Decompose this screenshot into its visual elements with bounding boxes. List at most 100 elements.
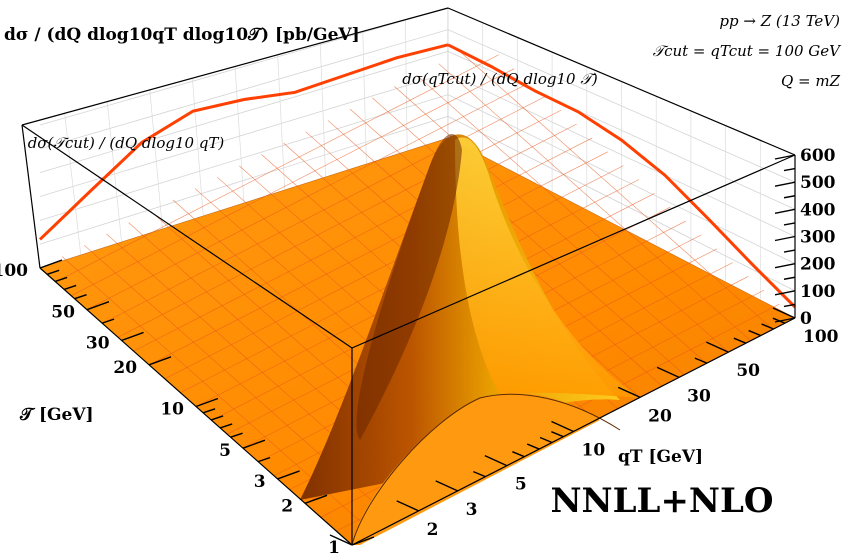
qt-axis-tick bbox=[706, 341, 729, 353]
z-axis-tick bbox=[774, 317, 796, 323]
z-axis-minor-tick bbox=[783, 249, 796, 253]
ridge-dark-side bbox=[356, 134, 462, 440]
mesh-line-t bbox=[117, 109, 562, 338]
t-axis-tick-label: 50 bbox=[51, 303, 75, 323]
qt-axis-tick-label: 30 bbox=[687, 386, 711, 406]
t-axis-tick bbox=[46, 269, 60, 276]
surface-underside bbox=[352, 392, 600, 545]
qt-axis-tick bbox=[748, 329, 761, 337]
annotation-scale: Q = mZ bbox=[781, 72, 841, 90]
z-axis-tick bbox=[774, 154, 796, 160]
t-axis-tick-label: 100 bbox=[0, 261, 28, 281]
t-axis-tick bbox=[230, 432, 243, 438]
back-gridline-vert bbox=[64, 113, 82, 256]
t-axis-tick-label: 2 bbox=[281, 496, 293, 516]
x-axis-title: qT [GeV] bbox=[618, 447, 703, 467]
back-gridline-vert bbox=[106, 101, 122, 243]
mesh-line-qt bbox=[438, 63, 751, 341]
qt-axis-tick bbox=[761, 323, 774, 330]
t-axis-tick bbox=[202, 408, 216, 414]
t-axis-tick bbox=[210, 415, 224, 421]
annotation-qtcut: dσ(qTcut) / (dQ dlog10 𝒯) bbox=[402, 70, 598, 88]
mesh-line-t bbox=[55, 54, 499, 283]
z-axis-minor-tick bbox=[783, 276, 796, 280]
qt-axis-tick bbox=[396, 500, 419, 512]
qt-axis-tick-label: 100 bbox=[803, 327, 839, 347]
back-gridline bbox=[39, 94, 796, 265]
surface-front-edge bbox=[351, 393, 621, 546]
mesh-line-qt bbox=[416, 74, 729, 353]
t-axis-tick bbox=[74, 294, 87, 300]
qt-axis-tick-label: 50 bbox=[736, 361, 760, 381]
chart-title: NNLL+NLO bbox=[550, 481, 773, 521]
box-edge-top-left bbox=[21, 7, 449, 126]
annotation-tcut: dσ(𝒯cut) / (dQ dlog10 qT) bbox=[28, 134, 225, 152]
qt-axis-tick-label: 2 bbox=[427, 520, 439, 540]
z-axis-tick-label: 100 bbox=[800, 282, 836, 302]
mesh-line-qt bbox=[372, 97, 685, 375]
back-gridline-vert bbox=[234, 66, 245, 204]
qt-axis-tick bbox=[526, 443, 540, 450]
t-axis-tick-label: 10 bbox=[160, 400, 184, 420]
qt-axis-tick bbox=[617, 386, 641, 398]
t-axis-tick bbox=[54, 276, 68, 283]
t-axis-tick bbox=[101, 318, 115, 324]
t-axis-tick-label: 5 bbox=[219, 441, 231, 461]
projection-curve-tcut bbox=[38, 43, 449, 241]
z-axis-tick-label: 500 bbox=[800, 173, 836, 193]
qt-axis-tick-label: 5 bbox=[515, 475, 527, 495]
mesh-line-t bbox=[149, 137, 593, 366]
axis-ticks bbox=[39, 154, 796, 546]
t-axis-tick-label: 30 bbox=[86, 333, 110, 353]
box-edge-top-right bbox=[447, 7, 796, 156]
t-axis-tick bbox=[351, 536, 375, 546]
t-axis-tick-label: 1 bbox=[328, 538, 340, 554]
qt-axis-tick bbox=[539, 436, 553, 444]
mesh-line-t bbox=[71, 68, 515, 296]
z-axis-tick bbox=[774, 208, 796, 215]
qt-axis-tick bbox=[656, 366, 680, 378]
back-gridline-vert bbox=[405, 19, 408, 152]
t-axis-tick bbox=[39, 259, 63, 269]
qt-axis-tick-label: 20 bbox=[648, 406, 672, 426]
t-axis-tick bbox=[242, 439, 266, 449]
t-axis-tick-label: 3 bbox=[254, 472, 266, 492]
axis-tick-labels: 1235102030501001235102030501000100200300… bbox=[0, 146, 839, 554]
z-axis-tick bbox=[774, 262, 796, 269]
z-axis-tick-label: 300 bbox=[800, 228, 836, 248]
ridge-front bbox=[455, 137, 640, 398]
qt-axis-tick bbox=[512, 451, 525, 458]
mesh-line-qt bbox=[394, 86, 707, 364]
t-axis-tick bbox=[86, 301, 110, 311]
z-axis-tick-label: 400 bbox=[800, 200, 836, 220]
z-axis-minor-tick bbox=[783, 303, 796, 308]
back-gridline bbox=[39, 72, 796, 237]
t-axis-tick-label: 20 bbox=[113, 358, 137, 378]
annotation-cut: 𝒯cut = qTcut = 100 GeV bbox=[653, 42, 843, 60]
annotation-process: pp → Z (13 TeV) bbox=[719, 12, 840, 30]
back-gridline-vert bbox=[149, 89, 163, 230]
back-gridline-vert bbox=[192, 78, 204, 217]
z-axis-tick bbox=[774, 181, 796, 187]
z-axis-minor-tick bbox=[783, 167, 796, 172]
box-edge-top-front-right bbox=[351, 154, 796, 349]
x-axis-label: qT [GeV] bbox=[618, 447, 703, 467]
box-edge-left-vert bbox=[21, 124, 41, 269]
z-axis-tick-label: 0 bbox=[800, 309, 812, 329]
qt-axis-tick bbox=[329, 534, 353, 546]
qt-axis-tick bbox=[473, 471, 486, 478]
y-axis-title: 𝒯 [GeV] bbox=[19, 405, 94, 425]
t-axis-tick bbox=[195, 397, 219, 408]
back-gridline-vert bbox=[277, 54, 286, 191]
z-axis-tick bbox=[774, 235, 796, 242]
t-axis-tick bbox=[304, 494, 328, 504]
ridge-shadow bbox=[300, 134, 620, 500]
qt-axis-tick-label: 10 bbox=[582, 441, 606, 461]
t-axis-tick bbox=[148, 356, 172, 366]
z-axis-minor-tick bbox=[783, 222, 796, 226]
mesh-line-t bbox=[164, 151, 608, 380]
qt-axis-tick bbox=[694, 357, 708, 364]
t-axis-tick bbox=[277, 470, 300, 480]
mesh-line-t bbox=[86, 82, 530, 310]
